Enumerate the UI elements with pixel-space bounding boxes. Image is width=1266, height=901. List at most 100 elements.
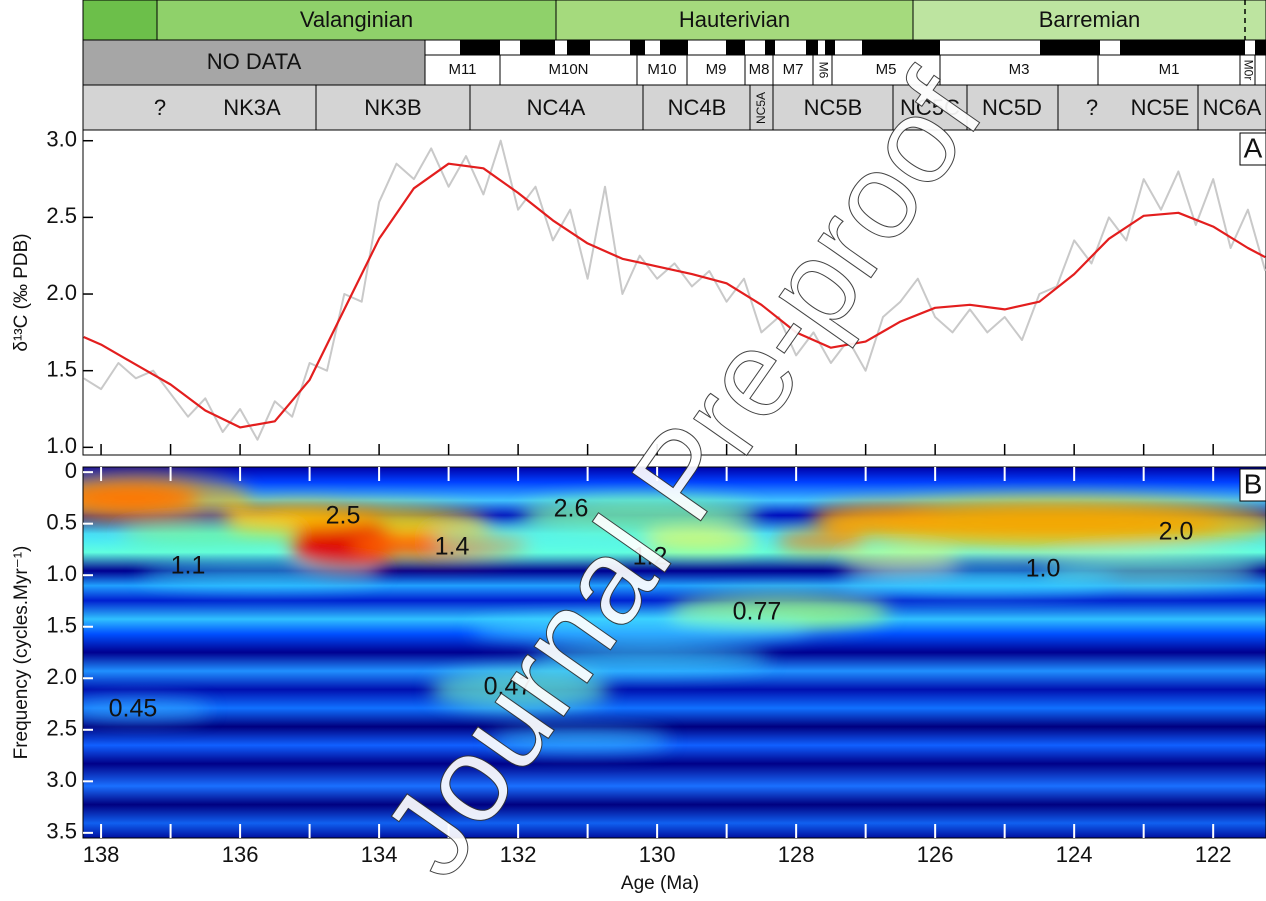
power-blob (775, 531, 865, 551)
x-tick-label: 126 (917, 842, 954, 867)
y-axis-label: δ¹³C (‰ PDB) (11, 233, 32, 351)
y-tick-label: 2.0 (46, 280, 77, 305)
power-blob (840, 566, 1120, 594)
power-blob (430, 526, 650, 554)
chron-label: M1 (1159, 61, 1180, 78)
y-tick-label: 2.0 (46, 664, 77, 689)
peak-annotation: 2.0 (1159, 518, 1194, 546)
reversed-polarity (520, 40, 555, 55)
reversed-polarity (825, 40, 835, 55)
zone-cell (315, 84, 471, 131)
zone-cell (1197, 84, 1266, 131)
x-tick-label: 134 (361, 842, 398, 867)
y-tick-label: 3.5 (46, 819, 77, 844)
chron-cell (939, 54, 1099, 86)
reversed-polarity (1040, 40, 1100, 55)
zone-cell (82, 84, 317, 131)
reversed-polarity (460, 40, 500, 55)
y-tick-label: 1.5 (46, 613, 77, 638)
peak-annotation: 1.1 (171, 552, 206, 580)
data-line (83, 162, 1266, 429)
zone-label: ? (154, 95, 166, 120)
stage-label: Valanginian (300, 7, 413, 32)
chron-label: M8 (749, 61, 770, 78)
panel-letter-box (1239, 132, 1266, 166)
power-blob (490, 728, 670, 752)
power-blob (83, 698, 210, 722)
stage-cell (555, 0, 914, 41)
stage-cell (82, 0, 158, 41)
power-blob (840, 550, 960, 570)
zone-cell (892, 84, 968, 131)
power-blob (640, 528, 760, 552)
chron-label: M10 (647, 61, 676, 78)
plot-frame (82, 466, 1266, 839)
peak-annotation: 1.2 (633, 543, 668, 571)
chron-cell (499, 54, 638, 86)
zone-label: ? (1086, 95, 1098, 120)
peak-annotation: 1.0 (1026, 555, 1061, 583)
stage-label: Hauterivian (679, 7, 790, 32)
reversed-polarity (806, 40, 818, 55)
zone-label: NK3B (364, 95, 421, 120)
zone-label: NC5C (900, 95, 960, 120)
y-tick-label: 3.0 (46, 127, 77, 152)
zone-label: NC4B (668, 95, 727, 120)
y-tick-label: 2.5 (46, 203, 77, 228)
chron-label: M3 (1009, 61, 1030, 78)
power-blob (470, 616, 810, 644)
power-blob (120, 525, 300, 545)
magnetostratigraphy-row: NO DATA M11 M10N M10 M9 M8 M7 M6 M5 M3 M1 M0r (82, 39, 1266, 86)
power-blob (520, 497, 760, 533)
peak-annotation: 1.4 (435, 533, 470, 561)
panel-b: 138 136 134 132 130 128 126 124 122 0 0.5 1.0 1.5 2.0… (11, 458, 1266, 894)
reversed-polarity (567, 40, 590, 55)
reversed-polarity (1120, 40, 1245, 55)
polarity-blocks (460, 40, 1266, 55)
y-tick-label: 3.0 (46, 767, 77, 792)
zone-label: NC5B (804, 95, 863, 120)
reversed-polarity (630, 40, 645, 55)
zone-cell (966, 84, 1059, 131)
stage-label: Barremian (1039, 7, 1140, 32)
chron-cell (1254, 54, 1266, 86)
zone-label: NK3A (223, 95, 281, 120)
zone-label: NC5A (754, 92, 768, 124)
chron-label: M6 (816, 62, 830, 79)
y-tick-label: 1.5 (46, 356, 77, 381)
y-tick-label: 0.5 (46, 509, 77, 534)
zone-label: NC5D (982, 95, 1042, 120)
chron-label: M10N (548, 61, 588, 78)
chron-cell (1097, 54, 1241, 86)
x-tick-label: 122 (1195, 842, 1232, 867)
plot-frame (82, 129, 1266, 456)
peak-annotation: 0.77 (733, 598, 782, 626)
x-axis-label: Age (Ma) (621, 873, 699, 894)
power-blob (83, 472, 250, 524)
x-tick-label: 130 (639, 842, 676, 867)
chron-cell (686, 54, 746, 86)
x-tick-label: 138 (83, 842, 120, 867)
spectral-power (83, 472, 1266, 752)
panel-a: 1.0 1.5 2.0 2.5 3.0 δ¹³C (‰ PDB) A (11, 127, 1266, 458)
y-tick-label: 0 (65, 458, 77, 483)
chron-label: M9 (706, 61, 727, 78)
power-blob (430, 670, 610, 710)
panel-letter: B (1244, 468, 1263, 499)
x-tick-label: 124 (1056, 842, 1093, 867)
x-tick-label: 132 (500, 842, 537, 867)
reversed-polarity (862, 40, 940, 55)
y-tick-label: 2.5 (46, 716, 77, 741)
reversed-polarity (660, 40, 688, 55)
y-axis-label: Frequency (cycles.Myr⁻¹) (11, 546, 32, 760)
y-tick-label: 1.0 (46, 433, 77, 458)
data-line (83, 139, 1266, 441)
chron-label: M7 (783, 61, 804, 78)
power-blob (530, 646, 770, 674)
power-blob (290, 517, 400, 573)
spectrogram (83, 467, 1266, 838)
reversed-polarity (1255, 40, 1266, 55)
panel-letter: A (1244, 132, 1263, 163)
peak-annotation: 2.6 (554, 495, 589, 523)
peak-annotation: 0.47 (484, 673, 533, 701)
